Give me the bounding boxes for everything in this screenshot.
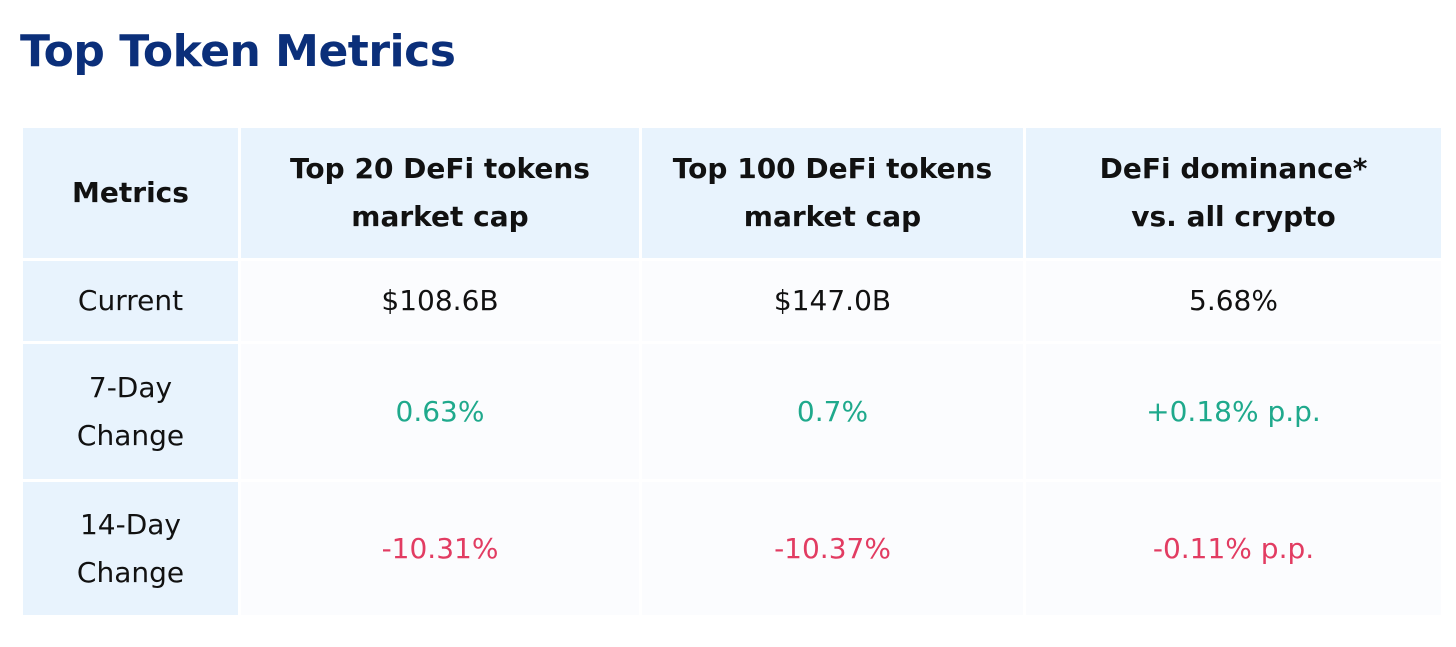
cell-value: $108.6B [381,284,499,317]
header-defi-dominance: DeFi dominance* vs. all crypto [1023,125,1444,261]
header-line: vs. all crypto [1131,200,1336,233]
value-cell: -10.31% [238,479,642,618]
header-line: Metrics [72,176,189,209]
cell-value: 0.63% [395,394,485,428]
table-row-7-day-change: 7-Day Change 0.63% 0.7% +0.18% p.p. [20,341,1444,482]
value-cell: +0.18% p.p. [1023,341,1444,482]
header-top20-market-cap: Top 20 DeFi tokens market cap [238,125,642,261]
value-cell: $147.0B [639,258,1026,344]
row-label-14-day-change: 14-Day Change [20,479,241,618]
row-label-current: Current [20,258,241,344]
row-label-7-day-change: 7-Day Change [20,341,241,482]
value-cell: -10.37% [639,479,1026,618]
row-label-line: 7-Day [88,370,173,404]
cell-value: -0.11% p.p. [1152,531,1315,565]
row-label-line: Current [77,284,184,317]
table-row-14-day-change: 14-Day Change -10.31% -10.37% -0.11% p.p… [20,479,1444,618]
cell-value: 5.68% [1189,284,1278,317]
row-label-line: Change [76,418,185,452]
page-title: Top Token Metrics [20,26,456,77]
metrics-table: Metrics Top 20 DeFi tokens market cap To… [20,125,1444,618]
table-row-current: Current $108.6B $147.0B 5.68% [20,258,1444,344]
cell-value: $147.0B [773,284,892,317]
header-line: DeFi dominance* [1099,152,1368,185]
header-line: market cap [351,200,529,233]
header-line: market cap [743,200,922,233]
cell-value: 0.7% [796,394,869,428]
table-header-row: Metrics Top 20 DeFi tokens market cap To… [20,125,1444,261]
row-label-line: Change [76,555,185,589]
value-cell: 0.63% [238,341,642,482]
cell-value: -10.37% [774,531,891,565]
value-cell: $108.6B [238,258,642,344]
value-cell: 5.68% [1023,258,1444,344]
value-cell: -0.11% p.p. [1023,479,1444,618]
cell-value: -10.31% [381,531,499,565]
header-line: Top 20 DeFi tokens [290,152,590,185]
cell-value: +0.18% p.p. [1146,394,1321,428]
header-metrics: Metrics [20,125,241,261]
row-label-line: 14-Day [79,507,182,541]
header-line: Top 100 DeFi tokens [672,152,993,185]
value-cell: 0.7% [639,341,1026,482]
header-top100-market-cap: Top 100 DeFi tokens market cap [639,125,1026,261]
